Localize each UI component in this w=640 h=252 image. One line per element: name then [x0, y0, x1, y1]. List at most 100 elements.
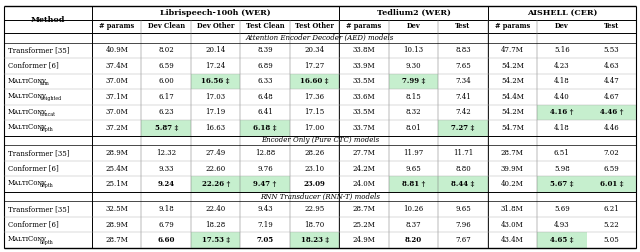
Text: Dev: Dev [555, 22, 569, 30]
Text: 6.01 ‡: 6.01 ‡ [600, 180, 623, 188]
Text: 27.49: 27.49 [205, 149, 226, 157]
Text: 8.15: 8.15 [406, 93, 421, 101]
Bar [537, 232, 586, 248]
Text: 7.42: 7.42 [455, 108, 471, 116]
Text: 54.7M: 54.7M [501, 124, 524, 132]
Text: 40.2M: 40.2M [501, 180, 524, 188]
Text: 10.26: 10.26 [403, 205, 424, 213]
Text: 54.4M: 54.4M [501, 93, 524, 101]
Text: 32.5M: 32.5M [106, 205, 128, 213]
Text: 40.9M: 40.9M [106, 46, 128, 54]
Text: 8.44 ‡: 8.44 ‡ [451, 180, 474, 188]
Text: Dev Other: Dev Other [197, 22, 234, 30]
Text: 4.47: 4.47 [604, 77, 619, 85]
Text: 6.21: 6.21 [604, 205, 619, 213]
Text: 12.32: 12.32 [156, 149, 176, 157]
Text: 22.40: 22.40 [205, 205, 226, 213]
Text: 37.0M: 37.0M [106, 108, 128, 116]
Text: 18.23 ‡: 18.23 ‡ [301, 236, 328, 244]
Bar [388, 176, 438, 192]
Text: 16.60 ‡: 16.60 ‡ [300, 77, 329, 85]
Text: 20.14: 20.14 [205, 46, 226, 54]
Text: 33.5M: 33.5M [353, 108, 375, 116]
Text: RNN Transducer (RNN-T) models: RNN Transducer (RNN-T) models [260, 193, 380, 201]
Text: 17.00: 17.00 [305, 124, 324, 132]
Text: 4.18: 4.18 [554, 124, 570, 132]
Text: 6.60: 6.60 [157, 236, 175, 244]
Text: 5.16: 5.16 [554, 46, 570, 54]
Text: Tedlium2 (WER): Tedlium2 (WER) [376, 9, 451, 17]
Text: 27.7M: 27.7M [353, 149, 376, 157]
Text: 7.96: 7.96 [455, 221, 471, 229]
Text: 24.9M: 24.9M [353, 236, 376, 244]
Text: 22.60: 22.60 [205, 165, 226, 173]
Text: MᴀʟᴛɪCᴏɴᴠ: MᴀʟᴛɪCᴏɴᴠ [8, 92, 47, 100]
Text: 11.97: 11.97 [403, 149, 424, 157]
Text: 7.65: 7.65 [455, 62, 471, 70]
Text: 33.7M: 33.7M [353, 124, 375, 132]
Bar [191, 232, 241, 248]
Text: 4.93: 4.93 [554, 221, 570, 229]
Text: 7.27 ‡: 7.27 ‡ [451, 124, 474, 132]
Text: 5.22: 5.22 [604, 221, 619, 229]
Text: 28.7M: 28.7M [501, 149, 524, 157]
Text: Test Clean: Test Clean [246, 22, 284, 30]
Text: 33.5M: 33.5M [353, 77, 375, 85]
Text: 9.24: 9.24 [157, 180, 175, 188]
Text: 8.20: 8.20 [405, 236, 422, 244]
Text: 28.7M: 28.7M [353, 205, 376, 213]
Text: concat: concat [40, 112, 56, 117]
Text: 9.30: 9.30 [406, 62, 421, 70]
Text: 28.26: 28.26 [305, 149, 324, 157]
Text: MᴀʟᴛɪCᴏɴᴠ: MᴀʟᴛɪCᴏɴᴠ [8, 77, 47, 85]
Text: 23.09: 23.09 [303, 180, 326, 188]
Text: 18.28: 18.28 [205, 221, 226, 229]
Text: 5.69: 5.69 [554, 205, 570, 213]
Text: 10.13: 10.13 [403, 46, 424, 54]
Text: 33.8M: 33.8M [353, 46, 375, 54]
Bar [537, 176, 586, 192]
Text: 25.2M: 25.2M [353, 221, 376, 229]
Bar [290, 232, 339, 248]
Text: 8.39: 8.39 [257, 46, 273, 54]
Text: 31.8M: 31.8M [501, 205, 524, 213]
Text: 22.95: 22.95 [305, 205, 324, 213]
Text: 17.27: 17.27 [305, 62, 324, 70]
Bar [241, 176, 290, 192]
Text: 16.56 ‡: 16.56 ‡ [202, 77, 230, 85]
Text: 17.36: 17.36 [305, 93, 324, 101]
Bar [586, 176, 636, 192]
Text: 33.9M: 33.9M [353, 62, 375, 70]
Text: 4.40: 4.40 [554, 93, 570, 101]
Text: 54.2M: 54.2M [501, 108, 524, 116]
Text: 6.17: 6.17 [158, 93, 174, 101]
Bar [388, 74, 438, 89]
Text: Conformer [6]: Conformer [6] [8, 165, 59, 173]
Text: 4.67: 4.67 [604, 93, 619, 101]
Text: 9.43: 9.43 [257, 205, 273, 213]
Text: depth: depth [40, 127, 54, 132]
Text: 6.33: 6.33 [257, 77, 273, 85]
Text: depth: depth [40, 240, 54, 244]
Text: Method: Method [31, 16, 65, 23]
Bar [586, 105, 636, 120]
Text: 4.63: 4.63 [604, 62, 619, 70]
Text: sum: sum [40, 81, 50, 86]
Text: 17.03: 17.03 [205, 93, 226, 101]
Text: 39.9M: 39.9M [501, 165, 524, 173]
Text: 4.18: 4.18 [554, 77, 570, 85]
Text: Conformer [6]: Conformer [6] [8, 221, 59, 229]
Text: 6.23: 6.23 [158, 108, 174, 116]
Bar [438, 176, 488, 192]
Text: 4.23: 4.23 [554, 62, 570, 70]
Text: Attention Encoder Decoder (AED) models: Attention Encoder Decoder (AED) models [246, 34, 394, 42]
Text: 20.34: 20.34 [305, 46, 324, 54]
Text: 24.2M: 24.2M [353, 165, 376, 173]
Text: 9.18: 9.18 [158, 205, 174, 213]
Text: 9.47 †: 9.47 † [253, 180, 276, 188]
Text: 33.6M: 33.6M [353, 93, 375, 101]
Text: MᴀʟᴛɪCᴏɴᴠ: MᴀʟᴛɪCᴏɴᴠ [8, 235, 47, 243]
Text: 5.98: 5.98 [554, 165, 570, 173]
Text: 6.79: 6.79 [158, 221, 174, 229]
Text: 47.7M: 47.7M [501, 46, 524, 54]
